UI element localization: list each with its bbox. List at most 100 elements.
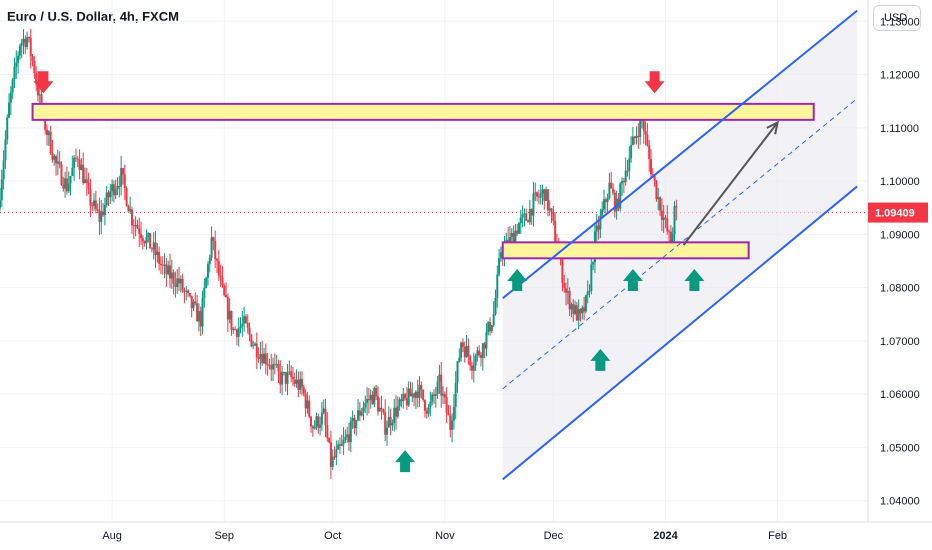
candle-body <box>114 189 117 196</box>
candle-body <box>315 416 318 427</box>
candle-body <box>395 407 398 417</box>
candle-body <box>91 205 94 207</box>
candle-body <box>328 437 331 443</box>
candle-body <box>24 38 27 47</box>
candle-body <box>628 158 631 172</box>
candle-body <box>376 396 379 412</box>
candle-body <box>476 350 479 356</box>
candle-body <box>384 412 387 435</box>
candle-body <box>532 193 535 216</box>
candle-body <box>279 371 282 385</box>
candle-body <box>465 345 468 358</box>
candle-body <box>405 398 408 406</box>
down-arrow-icon <box>644 71 665 94</box>
x-tick-label: Oct <box>324 530 341 542</box>
candle-body <box>351 417 354 421</box>
candle-body <box>255 343 258 358</box>
candle-body <box>461 342 464 347</box>
candle-body <box>76 158 79 160</box>
candle-body <box>270 365 273 370</box>
candle-body <box>8 102 11 118</box>
candle-body <box>635 135 638 139</box>
candle-body <box>38 94 41 96</box>
candle-body <box>631 136 634 146</box>
candle-body <box>333 456 336 458</box>
currency-button[interactable]: USD <box>873 5 921 31</box>
candle-body <box>129 209 132 212</box>
candle-body <box>581 307 584 314</box>
up-arrow-icon <box>684 268 705 291</box>
candle-body <box>74 157 77 159</box>
candle-body <box>112 184 115 196</box>
channel-mid-line <box>502 98 858 390</box>
candle-body <box>277 364 280 372</box>
candle-body <box>141 238 144 242</box>
candle-body <box>340 443 343 446</box>
candle-body <box>574 305 577 314</box>
candle-body <box>78 159 81 170</box>
candle-body <box>552 211 555 221</box>
candle-body <box>404 393 407 399</box>
candle-body <box>586 291 589 296</box>
candle-body <box>516 230 519 234</box>
candle-body <box>290 371 293 378</box>
candle-body <box>474 355 477 366</box>
candle-body <box>633 136 636 139</box>
candle-body <box>548 208 551 211</box>
candle-body <box>431 394 434 402</box>
candle-body <box>568 290 571 310</box>
candle-body <box>80 164 83 170</box>
candle-body <box>82 164 85 184</box>
candle-body <box>0 200 1 208</box>
candle-body <box>35 73 38 84</box>
candle-body <box>172 272 175 284</box>
candle-body <box>206 264 209 278</box>
candle-body <box>140 234 143 239</box>
candle-body <box>481 343 484 359</box>
candle-body <box>655 180 658 200</box>
candle-body <box>458 357 461 362</box>
candle-body <box>145 236 148 244</box>
x-tick-label: Aug <box>102 530 122 542</box>
candle-body <box>646 134 649 146</box>
candle-body <box>660 210 663 220</box>
candle-body <box>27 37 30 39</box>
candle-body <box>595 225 598 232</box>
candle-body <box>194 301 197 304</box>
candle-body <box>478 350 481 356</box>
candle-body <box>143 241 146 244</box>
candle-body <box>176 278 179 288</box>
candle-body <box>105 192 108 206</box>
candle-body <box>201 297 204 327</box>
candle-body <box>604 199 607 203</box>
candle-body <box>15 62 18 67</box>
candle-body <box>156 251 159 256</box>
candle-body <box>480 355 483 359</box>
candle-body <box>205 277 208 288</box>
candle-body <box>293 379 296 384</box>
candle-body <box>163 264 166 266</box>
candle-body <box>561 257 564 284</box>
x-tick-label: Dec <box>544 530 564 542</box>
candle-body <box>121 168 124 175</box>
candle-body <box>36 83 39 96</box>
candle-body <box>49 131 52 154</box>
candle-body <box>523 213 526 215</box>
candle-body <box>47 131 50 135</box>
candle-body <box>83 179 86 184</box>
candle-body <box>565 288 568 293</box>
candle-body <box>423 400 426 411</box>
candle-body <box>161 264 164 266</box>
candle-body <box>178 278 181 284</box>
candle-body <box>65 178 68 192</box>
candle-body <box>510 232 513 238</box>
candle-body <box>51 153 54 160</box>
candle-body <box>214 241 217 260</box>
candle-body <box>469 356 472 366</box>
candle-body <box>447 413 450 416</box>
candle-body <box>250 334 253 347</box>
candle-body <box>295 379 298 384</box>
candle-body <box>642 116 645 132</box>
candle-body <box>13 66 16 80</box>
